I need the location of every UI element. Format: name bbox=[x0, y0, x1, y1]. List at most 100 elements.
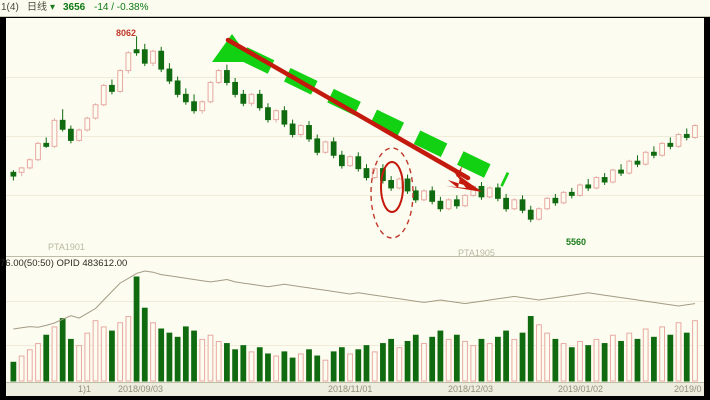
volume-bar bbox=[207, 334, 214, 382]
candle-body bbox=[560, 191, 567, 204]
candle-body bbox=[265, 107, 271, 121]
candle-body bbox=[437, 200, 444, 210]
volume-bar bbox=[503, 330, 509, 382]
candle-body bbox=[35, 142, 41, 161]
volume-bar bbox=[43, 334, 50, 382]
volume-indicator-panel[interactable]: 76.00(50:50) OPID 483612.00 bbox=[0, 256, 704, 382]
candle-body bbox=[240, 93, 247, 104]
volume-bar bbox=[388, 338, 395, 382]
volume-bar bbox=[51, 326, 58, 382]
gridline bbox=[6, 77, 704, 78]
candle-body bbox=[651, 151, 657, 156]
left-frame-rail bbox=[0, 18, 6, 396]
volume-bar bbox=[355, 349, 362, 382]
candle-body bbox=[519, 199, 526, 211]
volume-bar bbox=[651, 336, 657, 382]
gridline bbox=[6, 301, 704, 302]
candle-body bbox=[667, 142, 674, 147]
red-solid-ellipse-highlight bbox=[380, 161, 404, 213]
volume-bar bbox=[199, 338, 206, 382]
volume-bar bbox=[634, 338, 641, 382]
last-price-value: 3656 bbox=[63, 2, 86, 13]
volume-bar bbox=[675, 322, 682, 382]
candle-body bbox=[207, 81, 214, 103]
volume-bar bbox=[544, 332, 551, 382]
gridline bbox=[6, 195, 704, 196]
volume-bar bbox=[158, 328, 165, 382]
volume-bar-series bbox=[10, 270, 698, 382]
volume-bar bbox=[371, 351, 378, 382]
candle-body bbox=[536, 208, 542, 220]
volume-bar bbox=[125, 316, 132, 382]
volume-bar bbox=[511, 338, 518, 382]
volume-bar bbox=[396, 347, 403, 382]
candlestick-series bbox=[10, 36, 698, 223]
price-chart-panel[interactable]: 8062 5560 PTA1901 PTA1905 bbox=[6, 18, 704, 258]
candle-body bbox=[199, 101, 206, 112]
x-axis-tick: 2018/12/03 bbox=[448, 384, 494, 394]
candle-body bbox=[26, 159, 33, 169]
volume-bar bbox=[593, 338, 600, 382]
volume-bar bbox=[273, 355, 280, 382]
candle-body bbox=[634, 160, 641, 165]
candle-body bbox=[10, 171, 17, 177]
red-dashed-ellipse-highlight bbox=[370, 147, 414, 239]
volume-bar bbox=[519, 332, 526, 382]
candle-body bbox=[306, 125, 312, 140]
candle-body bbox=[486, 187, 493, 198]
volume-bar bbox=[84, 332, 91, 382]
volume-bar bbox=[191, 330, 197, 382]
candle-body bbox=[462, 194, 468, 207]
volume-bar bbox=[92, 320, 99, 382]
candle-body bbox=[404, 178, 411, 192]
volume-bar bbox=[256, 347, 263, 382]
volume-bar bbox=[609, 334, 616, 382]
low-price-label: 5560 bbox=[566, 237, 587, 247]
gridline bbox=[6, 136, 704, 137]
volume-bar bbox=[470, 345, 477, 382]
volume-legend-label: 76.00(50:50) OPID 483612.00 bbox=[0, 258, 128, 269]
series-label-pta1905: PTA1905 bbox=[458, 248, 495, 258]
candle-body bbox=[355, 156, 362, 170]
x-axis-tick: 1)1 bbox=[78, 384, 92, 394]
volume-bar bbox=[429, 336, 436, 382]
x-axis-tick: 2019/0 bbox=[674, 384, 702, 394]
volume-bar bbox=[26, 349, 33, 382]
volume-bar bbox=[683, 332, 690, 382]
volume-bar bbox=[404, 340, 411, 382]
volume-bar bbox=[347, 353, 353, 382]
volume-bar bbox=[568, 347, 575, 382]
chevron-down-icon[interactable]: ▾ bbox=[50, 2, 56, 13]
candle-body bbox=[552, 197, 559, 204]
candle-body bbox=[338, 154, 345, 167]
candle-body bbox=[297, 125, 304, 135]
volume-bar bbox=[174, 336, 181, 382]
volume-bar bbox=[380, 343, 386, 382]
period-selector-label[interactable]: 日线 bbox=[27, 2, 47, 13]
high-price-label: 8062 bbox=[116, 28, 137, 38]
right-frame-rail bbox=[704, 18, 710, 396]
volume-bar bbox=[67, 338, 74, 382]
volume-bar bbox=[330, 351, 337, 382]
candle-body bbox=[125, 52, 132, 72]
candle-body bbox=[618, 169, 624, 174]
volume-bar bbox=[462, 340, 468, 382]
candle-body bbox=[166, 68, 173, 82]
candle-body bbox=[314, 138, 321, 153]
candle-body bbox=[18, 167, 25, 173]
volume-bar bbox=[618, 340, 624, 382]
candle-body bbox=[601, 177, 608, 183]
volume-bar bbox=[166, 332, 173, 382]
volume-bar bbox=[445, 338, 452, 382]
volume-bar bbox=[453, 334, 460, 382]
candle-body bbox=[174, 80, 181, 95]
volume-bar bbox=[527, 316, 534, 382]
candle-body bbox=[642, 151, 649, 165]
candle-body bbox=[683, 133, 690, 138]
volume-bar bbox=[35, 343, 41, 382]
volume-bar bbox=[224, 343, 230, 382]
candle-body bbox=[371, 168, 378, 179]
volume-bar bbox=[76, 345, 82, 382]
volume-bar bbox=[577, 340, 583, 382]
